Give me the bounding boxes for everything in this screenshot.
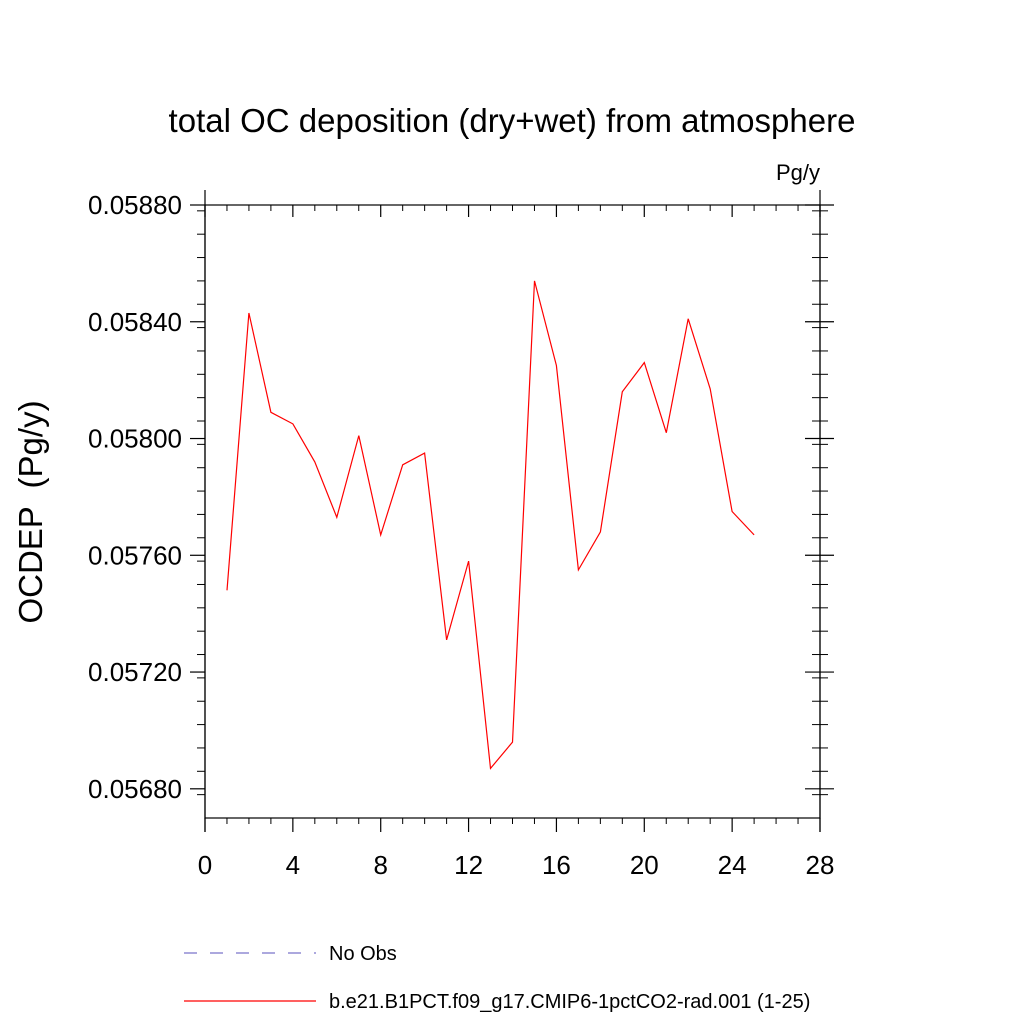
tick-marks	[190, 204, 834, 832]
legend-label-no-obs: No Obs	[329, 943, 397, 965]
series-line	[226, 280, 755, 770]
legend-label-model: b.e21.B1PCT.f09_g17.CMIP6-1pctCO2-rad.00…	[329, 991, 810, 1013]
units-label: Pg/y	[776, 160, 820, 185]
chart-title: total OC deposition (dry+wet) from atmos…	[169, 102, 856, 139]
x-tick-label: 24	[718, 850, 747, 880]
series-layer	[226, 280, 755, 770]
y-tick-label: 0.05720	[88, 657, 182, 687]
y-tick-label: 0.05880	[88, 190, 182, 220]
plot-frame	[204, 204, 821, 819]
y-tick-label: 0.05760	[88, 540, 182, 570]
x-tick-label: 12	[454, 850, 483, 880]
x-tick-label: 20	[630, 850, 659, 880]
x-tick-label: 4	[286, 850, 300, 880]
x-tick-labels: 0 4 8 12 16 20 24 28	[198, 850, 835, 880]
y-tick-label: 0.05840	[88, 307, 182, 337]
y-tick-label: 0.05800	[88, 424, 182, 454]
x-tick-label: 0	[198, 850, 212, 880]
legend: No Obs b.e21.B1PCT.f09_g17.CMIP6-1pctCO2…	[184, 943, 810, 1013]
y-tick-label: 0.05680	[88, 774, 182, 804]
x-tick-label: 28	[806, 850, 835, 880]
y-tick-labels: 0.05680 0.05720 0.05760 0.05800 0.05840 0.058…	[88, 190, 182, 804]
x-tick-label: 16	[542, 850, 571, 880]
y-axis-label: OCDEP (Pg/y)	[12, 400, 49, 623]
x-tick-label: 8	[373, 850, 387, 880]
